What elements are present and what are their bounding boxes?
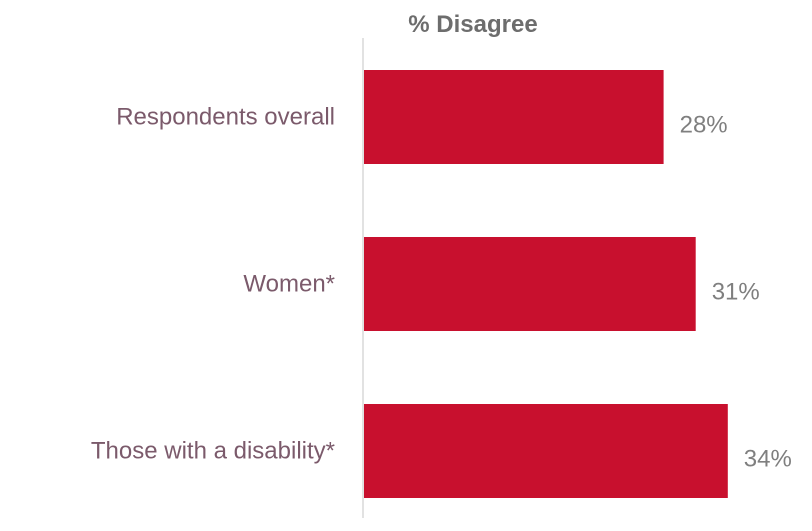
bar-3: [364, 404, 728, 498]
bars-layer: Respondents overall 28% Women* 31% Those wit…: [91, 70, 792, 498]
category-label-1: Respondents overall: [116, 104, 335, 131]
bar-2: [364, 237, 696, 331]
value-label-3: 34%: [744, 446, 792, 473]
value-label-2: 31%: [712, 279, 760, 306]
chart-header: % Disagree: [408, 11, 537, 38]
category-label-2: Women*: [243, 271, 335, 298]
bar-1: [364, 70, 664, 164]
category-label-3: Those with a disability*: [91, 438, 335, 465]
value-label-1: 28%: [680, 112, 728, 139]
